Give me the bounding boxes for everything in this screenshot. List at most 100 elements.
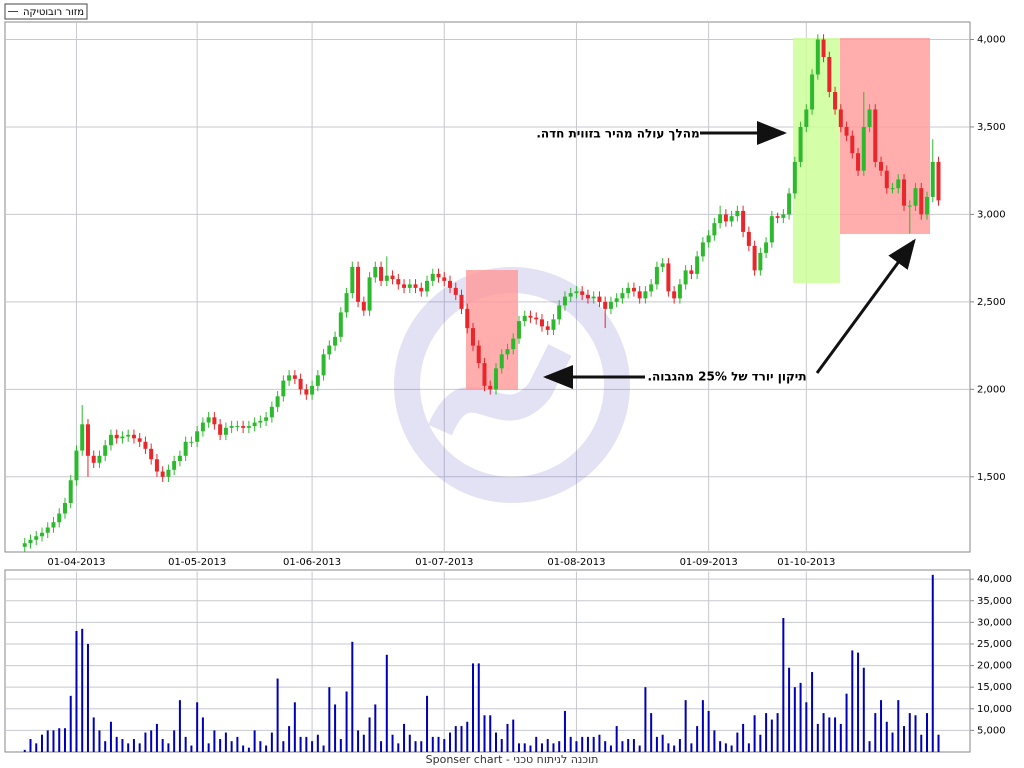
volume-bar (535, 736, 538, 752)
candle-body (379, 266, 384, 281)
candle-body (275, 396, 280, 407)
volume-bar (747, 743, 750, 752)
volume-bar (793, 687, 796, 752)
volume-bar (805, 702, 808, 752)
volume-bar (259, 741, 262, 752)
volume-bar (316, 734, 319, 752)
volume-bar (385, 654, 388, 752)
volume-bar (529, 745, 532, 752)
volume-bar (253, 730, 256, 752)
volume-bar (328, 687, 331, 752)
candle-body (925, 196, 930, 215)
candle-body (223, 427, 228, 435)
volume-bar (903, 726, 906, 752)
volume-bar (604, 741, 607, 752)
volume-bar (581, 736, 584, 752)
volume-bar (109, 721, 112, 752)
legend-box (4, 3, 88, 20)
candle-body (327, 345, 332, 355)
volume-bar (926, 713, 929, 752)
volume-bar (201, 717, 204, 752)
candle-body (499, 354, 504, 369)
volume-bar (696, 726, 699, 752)
candle-body (344, 293, 349, 313)
volume-bar (63, 728, 66, 752)
volume-bar (173, 730, 176, 752)
volume-bar (35, 743, 38, 752)
volume-bar (500, 739, 503, 752)
volume-bar (678, 739, 681, 752)
volume-bar (650, 713, 653, 752)
y-tick-label: 20,000 (977, 661, 1012, 672)
volume-bar (684, 700, 687, 752)
candle-body (51, 522, 56, 528)
candle-body (183, 441, 188, 456)
y-tick-label: 1,500 (977, 472, 1006, 483)
volume-bar (23, 749, 26, 752)
volume-bar (730, 745, 733, 752)
volume-bar (449, 732, 452, 752)
candle-body (775, 216, 780, 218)
candle-body (287, 375, 292, 381)
candle-body (338, 312, 343, 337)
volume-bar (776, 713, 779, 752)
volume-bar (334, 704, 337, 752)
volume-bar (707, 710, 710, 752)
candle-body (654, 266, 659, 285)
volume-bar (667, 743, 670, 752)
candle-body (712, 223, 717, 236)
candle-body (741, 210, 746, 232)
candle-body (120, 436, 125, 439)
candle-body (235, 426, 240, 428)
volume-bar (190, 745, 193, 752)
candle-body (833, 91, 838, 110)
candle-body (154, 459, 159, 472)
candle-body (298, 378, 303, 390)
x-tick-label: 01-04-2013 (47, 557, 105, 568)
volume-bar (213, 730, 216, 752)
volume-bar (46, 730, 49, 752)
volume-bar (58, 728, 61, 752)
candle-body (160, 471, 165, 477)
annotation: תיקון יורד של 25% מהגבוה. (647, 370, 806, 384)
volume-bar (322, 745, 325, 752)
volume-bar (897, 700, 900, 752)
candle-body (522, 315, 527, 322)
y-tick-label: 15,000 (977, 682, 1012, 693)
volume-bar (552, 743, 555, 752)
candle-body (114, 434, 119, 439)
candle-body (402, 284, 407, 288)
volume-bar (460, 726, 463, 752)
candle-body (568, 293, 573, 297)
volume-bar (368, 717, 371, 752)
arrow (815, 238, 916, 374)
candle-body (74, 450, 79, 481)
candle-body (430, 273, 435, 281)
volume-bar (265, 745, 268, 752)
volume-bar (414, 741, 417, 752)
volume-bar (874, 713, 877, 752)
candle-body (614, 298, 619, 302)
volume-bar (828, 717, 831, 752)
volume-bar (242, 745, 245, 752)
volume-bar (770, 719, 773, 752)
candle-body (448, 280, 453, 288)
candle-body (126, 434, 131, 437)
candle-body (62, 503, 67, 514)
candle-body (310, 385, 315, 395)
candle-body (241, 426, 246, 428)
volume-bar (862, 667, 865, 752)
candle-body (390, 275, 395, 280)
candle-body (764, 242, 769, 253)
volume-bar (701, 700, 704, 752)
candle-body (304, 389, 309, 395)
candle-body (827, 56, 832, 92)
candle-body (562, 296, 567, 306)
y-tick-label: 2,500 (977, 297, 1006, 308)
volume-bar (224, 732, 227, 752)
volume-bar (138, 743, 141, 752)
candle-body (482, 363, 487, 386)
candle-body (534, 317, 539, 320)
candle-body (539, 319, 544, 327)
volume-bar (98, 730, 101, 752)
